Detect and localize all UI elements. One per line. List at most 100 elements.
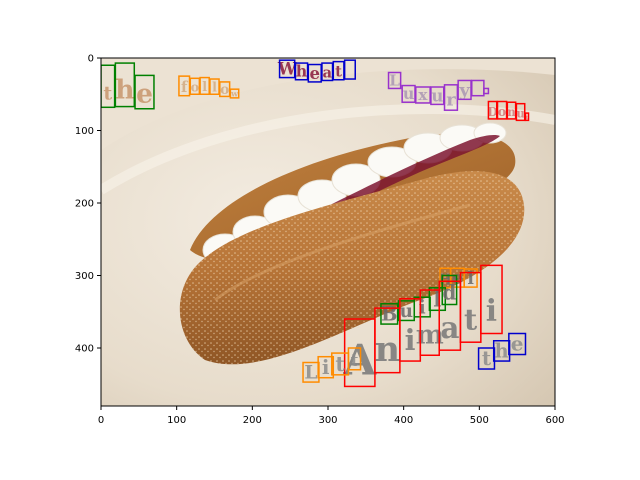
y-tick-label: 100 [75,126,94,137]
annotation-box [380,303,399,325]
annotation-box [134,74,155,110]
annotation-glyph: i [419,297,426,318]
annotation-box [483,87,490,95]
annotation-box [101,64,116,109]
annotation-box [443,84,459,111]
annotation-box [332,60,345,81]
annotation-box [480,264,503,335]
annotation-box [189,77,201,96]
annotation-glyph: h [296,62,308,81]
annotation-glyph: e [511,332,524,356]
annotation-glyph: D [488,105,498,119]
annotation-glyph: l [202,79,207,94]
annotation-box [515,102,526,122]
photo-image [101,58,555,406]
x-tick-label: 200 [243,415,262,426]
annotation-box [477,347,496,370]
annotation-glyph: u [400,301,414,322]
x-tick-label: 400 [394,415,413,426]
annotation-box [492,340,511,362]
annotation-glyph: e [310,64,321,83]
y-tick-label: 400 [75,344,94,355]
annotation-box [347,347,362,371]
annotation-glyph: i [405,323,416,357]
annotation-glyph: L [304,363,317,384]
jam-stripe [220,135,500,288]
annotation-box [278,59,296,79]
x-tick-label: 0 [98,415,104,426]
annotation-box [401,84,416,103]
annotation-box [457,79,472,101]
annotation-box [463,268,478,288]
annotation-glyph: t [464,303,478,337]
annotation-glyph: n [507,105,516,119]
annotation-glyph: l [433,287,441,312]
annotation-box [413,296,431,318]
annotation-glyph: u [403,84,415,103]
annotation-glyph: t [526,115,528,120]
annotation-layer: t h e f o l l o wW h e a t Lu x u r yD o n u tH e lB u i l dAn i ma t i… [101,59,530,388]
annotation-glyph: a [322,64,332,81]
annotation-glyph: f [181,79,189,96]
annotation-glyph: d [442,280,456,304]
annotation-box [307,63,322,83]
annotation-box [506,101,517,120]
annotation-box [508,332,527,356]
annotation-box [317,355,335,379]
annotation-glyph: i [322,355,330,379]
annotation-glyph: u [431,86,443,105]
x-tick-label: 300 [318,415,337,426]
annotation-glyph: i [486,294,497,329]
x-tick-label: 600 [545,415,564,426]
x-tick-label: 100 [167,415,186,426]
annotation-box [524,112,530,122]
annotation-box [415,86,431,104]
annotation-glyph: o [191,79,199,94]
annotation-glyph: l [212,80,217,95]
annotation-box [302,361,320,383]
annotation-glyph: r [446,90,456,111]
annotation-glyph: x [418,86,428,104]
annotation-box [209,78,220,96]
annotation-glyph: o [498,104,506,119]
annotation-box [428,287,447,312]
annotation-glyph: h [115,75,134,106]
annotation-glyph: e [136,79,153,110]
annotation-box [219,81,231,98]
annotation-glyph: u [516,106,525,120]
annotation-glyph: t [335,63,342,80]
y-tick-label: 300 [75,271,94,282]
annotation-box [178,75,191,97]
y-tick-label: 0 [88,54,94,65]
annotation-box [343,59,356,80]
annotation-glyph: W [277,59,297,78]
annotation-glyph: B [381,302,397,325]
annotation-glyph: h [495,339,509,362]
annotation-box [487,100,498,120]
annotation-box [114,62,136,108]
annotation-glyph: e [452,268,463,289]
x-axis: 0 100 200 300 400 500 600 [98,406,565,426]
annotation-box [496,100,508,120]
annotation-glyph: o [220,82,229,98]
annotation-glyph: t [482,346,492,370]
annotation-glyph: n [375,329,400,370]
annotation-glyph: y [458,80,470,101]
y-axis: 0 100 200 300 400 [75,54,101,355]
annotation-box [441,274,458,306]
annotation-glyph: t [351,350,359,370]
annotation-box [430,86,445,106]
annotation-box [321,62,334,82]
annotation-glyph: t [335,352,345,376]
annotation-glyph: w [230,88,239,98]
annotation-box [294,62,309,81]
y-tick-label: 200 [75,199,94,210]
annotation-glyph: L [389,72,400,90]
x-tick-label: 500 [470,415,489,426]
